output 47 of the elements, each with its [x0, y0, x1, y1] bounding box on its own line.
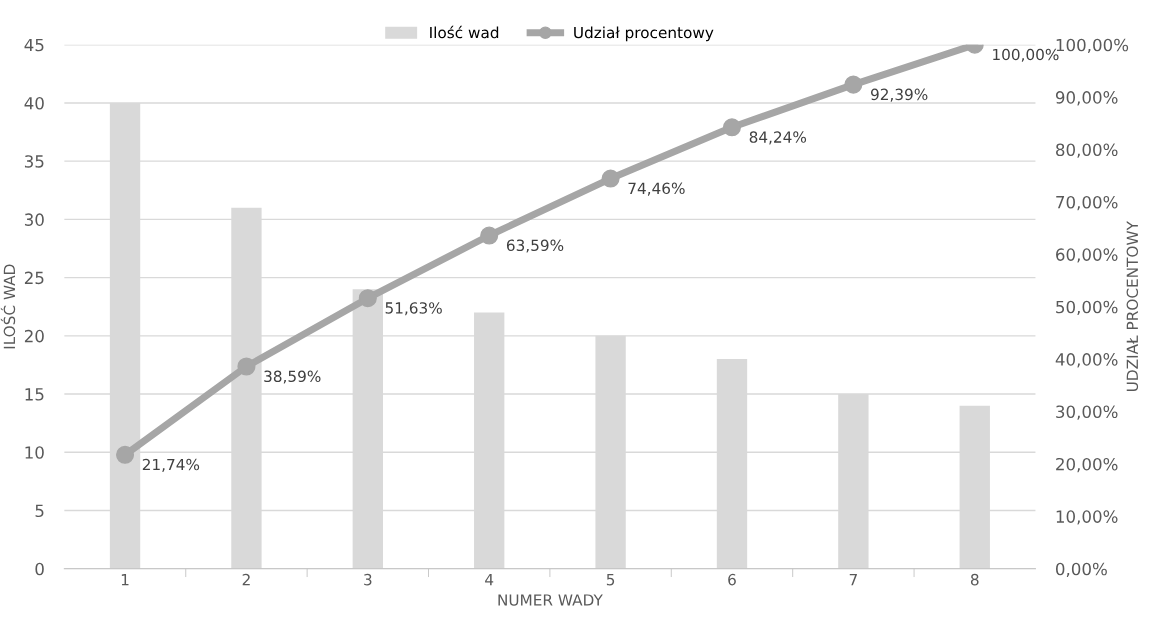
y-tick-label: 45: [24, 38, 44, 52]
data-label: 21,74%: [142, 458, 200, 472]
data-label: 74,46%: [628, 182, 685, 196]
x-tick-label: 4: [485, 574, 494, 586]
x-tick-label: 5: [606, 574, 615, 586]
y2-tick-label: 30,00%: [1056, 405, 1118, 420]
x-tick-label: 7: [849, 574, 857, 586]
y2-tick-label: 60,00%: [1056, 248, 1118, 263]
y2-tick-label: 70,00%: [1056, 195, 1118, 211]
y-tick-label: 15: [25, 388, 44, 401]
y-tick-label: 10: [25, 446, 44, 459]
y2-tick-label: 0,00%: [1055, 562, 1107, 577]
point: [844, 75, 863, 94]
y-tick-label: 25: [24, 271, 44, 285]
data-label: 38,59%: [264, 370, 321, 384]
y-axis-title: ILOŚĆ WAD: [0, 264, 16, 349]
data-label: 63,59%: [506, 239, 564, 253]
x-tick-label: 3: [364, 573, 372, 586]
y-tick-label: 40: [24, 96, 44, 110]
point: [480, 226, 499, 245]
y2-axis-title: UDZIAŁ PROCENTOWY: [1126, 221, 1139, 391]
point: [358, 289, 377, 308]
y2-tick-label: 80,00%: [1056, 143, 1118, 158]
y2-tick-label: 40,00%: [1055, 353, 1118, 368]
y-tick-label: 0: [35, 562, 44, 576]
x-tick-label: 1: [121, 574, 129, 586]
data-label: 84,24%: [749, 131, 807, 145]
y-tick-label: 20: [24, 329, 44, 343]
y2-tick-label: 50,00%: [1056, 300, 1118, 315]
data-label: 51,63%: [385, 302, 442, 316]
y2-tick-label: 10,00%: [1056, 510, 1118, 525]
x-tick-label: 6: [728, 573, 736, 586]
point: [601, 169, 620, 188]
legend-label: Ilość wad: [430, 25, 499, 39]
x-tick-label: 2: [242, 573, 250, 586]
y-tick-label: 5: [35, 504, 44, 518]
y-tick-label: 30: [24, 213, 44, 226]
x-axis-title: NUMER WADY: [498, 594, 603, 606]
point: [237, 357, 256, 376]
legend-label: Udział procentowy: [574, 26, 714, 42]
data-label: 92,39%: [871, 88, 928, 102]
y2-tick-label: 90,00%: [1055, 91, 1118, 106]
x-tick-label: 8: [970, 573, 979, 586]
y2-tick-label: 20,00%: [1056, 457, 1118, 473]
point: [722, 118, 742, 137]
point: [116, 445, 135, 464]
y-tick-label: 35: [24, 155, 44, 168]
